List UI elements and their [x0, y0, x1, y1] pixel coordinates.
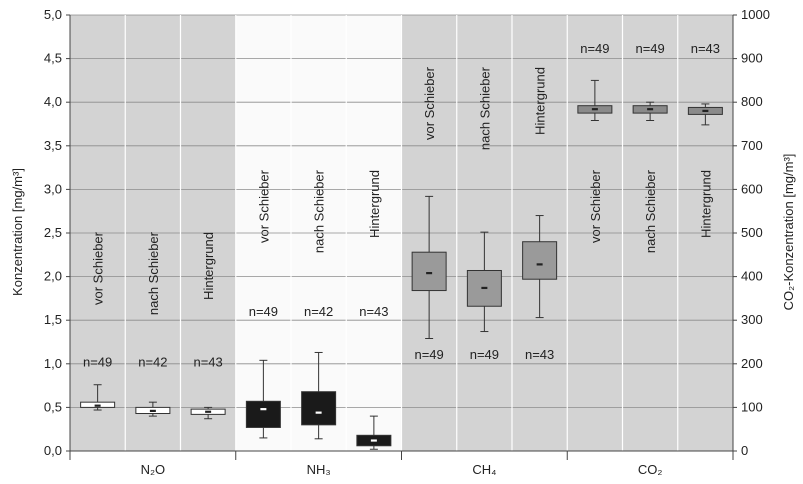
group-label: N₂O [141, 462, 166, 477]
y-tick-label-left: 0,0 [44, 443, 62, 458]
y-tick-label-right: 900 [741, 51, 763, 66]
n-label: n=42 [138, 354, 167, 369]
box-label: Hintergrund [367, 170, 382, 238]
box-labels: n=49 vor Schieber n=42 nach Schieber n=43 Hin… [83, 41, 720, 369]
y-axis-right-label: CO₂-Konzentration [mg/m³] [781, 154, 796, 311]
box-label: nach Schieber [312, 169, 327, 253]
y-axis-left-label: Konzentration [mg/m³] [10, 168, 25, 296]
boxes [80, 79, 723, 450]
y-tick-label-left: 3,5 [44, 138, 62, 153]
n-label: n=49 [249, 304, 278, 319]
n-label: n=49 [470, 347, 499, 362]
group-label: CH₄ [472, 462, 496, 477]
column-separators [124, 15, 679, 451]
box-label: vor Schieber [91, 231, 106, 305]
box-label: nach Schieber [643, 169, 658, 253]
y-tick-label-left: 4,5 [44, 51, 62, 66]
y-tick-label-right: 200 [741, 356, 763, 371]
n-label: n=43 [193, 354, 222, 369]
y-tick-label-right: 600 [741, 181, 763, 196]
box [245, 400, 281, 428]
box-label: Hintergrund [698, 170, 713, 238]
n-label: n=49 [635, 41, 664, 56]
box-label: vor Schieber [588, 169, 603, 243]
box-label: Hintergrund [533, 67, 548, 135]
y-tick-label-right: 400 [741, 269, 763, 284]
y-tick-label-right: 500 [741, 225, 763, 240]
box [522, 241, 558, 280]
y-tick-label-right: 800 [741, 94, 763, 109]
y-tick-label-left: 1,5 [44, 312, 62, 327]
box-label: vor Schieber [422, 66, 437, 140]
box-label: Hintergrund [201, 232, 216, 300]
box-label: vor Schieber [256, 169, 271, 243]
n-label: n=49 [83, 354, 112, 369]
y-tick-label-left: 5,0 [44, 7, 62, 22]
y-tick-label-right: 0 [741, 443, 748, 458]
y-tick-label-left: 3,0 [44, 181, 62, 196]
box [411, 251, 447, 292]
y-tick-label-left: 0,5 [44, 399, 62, 414]
group-label: NH₃ [307, 462, 331, 477]
n-label: n=43 [359, 304, 388, 319]
y-tick-label-left: 1,0 [44, 356, 62, 371]
axes: N₂O NH₃ CH₄ CO₂ 0,0 0,5 1,0 1,5 2,0 2,5 3,0 3,5 4,0 4… [44, 7, 770, 477]
y-tick-label-right: 100 [741, 399, 763, 414]
group-label: CO₂ [638, 462, 663, 477]
n-label: n=43 [525, 347, 554, 362]
box [301, 391, 337, 426]
y-tick-label-right: 300 [741, 312, 763, 327]
box-label: nach Schieber [146, 231, 161, 315]
y-tick-label-left: 2,5 [44, 225, 62, 240]
y-tick-label-left: 4,0 [44, 94, 62, 109]
n-label: n=42 [304, 304, 333, 319]
y-tick-label-right: 700 [741, 138, 763, 153]
n-label: n=43 [691, 41, 720, 56]
y-tick-label-left: 2,0 [44, 269, 62, 284]
n-label: n=49 [580, 41, 609, 56]
y-tick-label-right: 1000 [741, 7, 770, 22]
n-label: n=49 [414, 347, 443, 362]
box-label: nach Schieber [477, 66, 492, 150]
